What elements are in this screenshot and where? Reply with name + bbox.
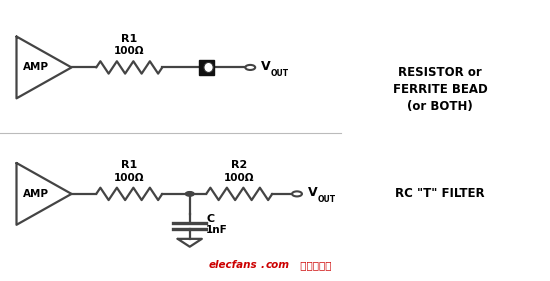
Text: 100Ω: 100Ω <box>224 173 255 183</box>
Text: 电子发烧友: 电子发烧友 <box>297 260 332 270</box>
Text: R2: R2 <box>231 160 248 170</box>
Text: .: . <box>261 260 265 270</box>
Text: RC "T" FILTER: RC "T" FILTER <box>395 187 485 200</box>
Text: com: com <box>266 260 290 270</box>
Text: R1: R1 <box>121 33 138 44</box>
Text: AMP: AMP <box>23 189 49 199</box>
Bar <box>199 60 214 75</box>
Text: V: V <box>308 186 318 199</box>
Text: V: V <box>261 60 271 72</box>
Text: 100Ω: 100Ω <box>114 173 145 183</box>
Text: AMP: AMP <box>23 62 49 72</box>
Text: OUT: OUT <box>317 195 336 204</box>
Circle shape <box>245 65 255 70</box>
Circle shape <box>292 191 302 196</box>
Circle shape <box>185 192 194 196</box>
Text: 1nF: 1nF <box>206 225 228 235</box>
Text: elecfans: elecfans <box>209 260 257 270</box>
Text: OUT: OUT <box>271 69 289 78</box>
Text: C: C <box>206 214 214 224</box>
Text: R1: R1 <box>121 160 138 170</box>
Text: RESISTOR or
FERRITE BEAD
(or BOTH): RESISTOR or FERRITE BEAD (or BOTH) <box>393 66 487 114</box>
Text: 100Ω: 100Ω <box>114 46 145 56</box>
Ellipse shape <box>204 62 213 72</box>
